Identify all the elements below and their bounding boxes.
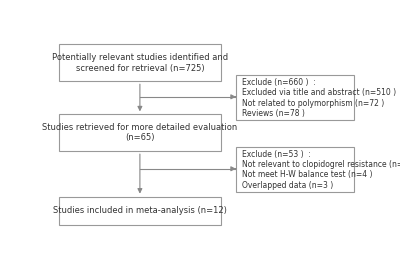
Text: Studies retrieved for more detailed evaluation
(n=65): Studies retrieved for more detailed eval… [42,123,238,143]
Text: Potentially relevant studies identified and
screened for retrieval (n=725): Potentially relevant studies identified … [52,53,228,73]
FancyBboxPatch shape [236,75,354,120]
FancyBboxPatch shape [59,197,220,225]
FancyBboxPatch shape [59,44,220,81]
Text: Exclude (n=660 )  :
Excluded via title and abstract (n=510 )
Not related to poly: Exclude (n=660 ) : Excluded via title an… [242,78,396,118]
FancyBboxPatch shape [59,114,220,151]
FancyBboxPatch shape [236,147,354,193]
Text: Studies included in meta-analysis (n=12): Studies included in meta-analysis (n=12) [53,206,227,215]
Text: Exclude (n=53 )  :
Not relevant to clopidogrel resistance (n=46 )
Not meet H-W b: Exclude (n=53 ) : Not relevant to clopid… [242,150,400,190]
